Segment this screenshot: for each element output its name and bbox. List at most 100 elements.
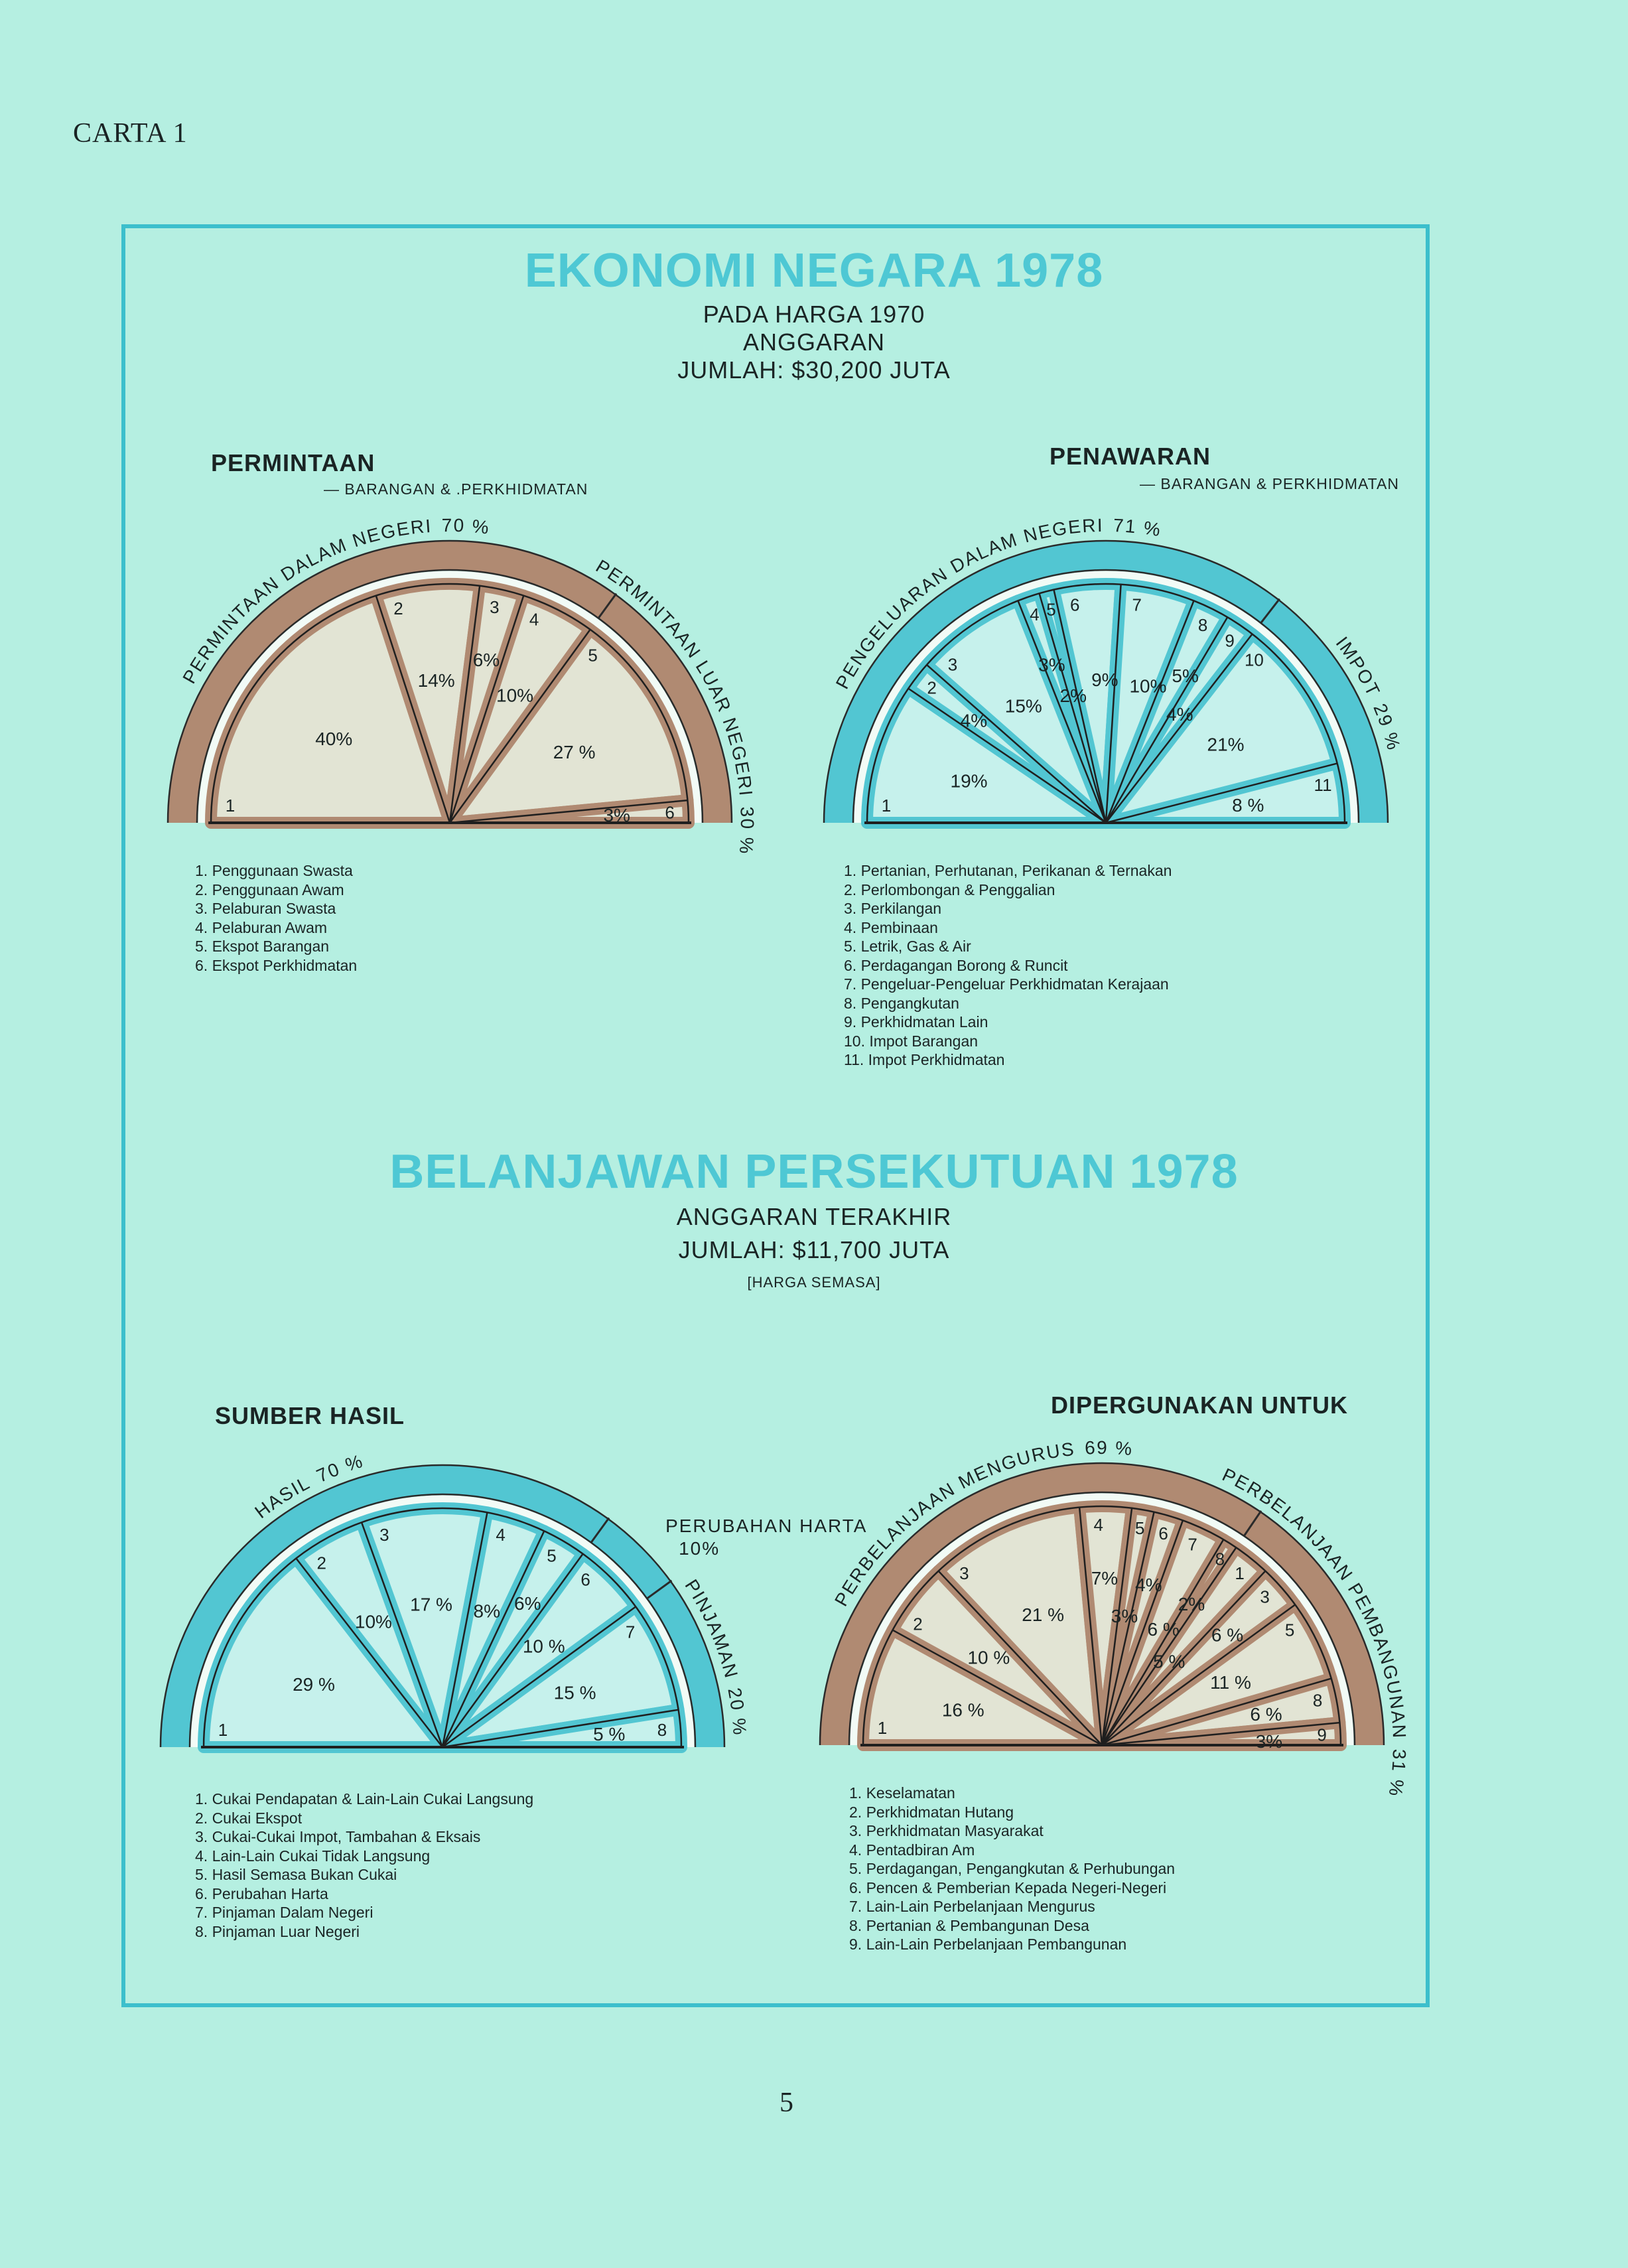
inner-arc [210, 583, 690, 823]
slice-number: 3 [379, 1525, 389, 1545]
slice-boundary [441, 1553, 584, 1748]
section1-line1: PADA HARGA 1970 [703, 301, 925, 328]
legend-item: 7. Pengeluar-Pengeluar Perkhidmatan Kera… [844, 975, 1169, 993]
group-divider [590, 1517, 610, 1543]
slice-number: 8 [657, 1720, 667, 1740]
slice-percent: 3% [1111, 1606, 1138, 1626]
legend-item: 3. Perkilangan [844, 900, 942, 917]
outer-ring [161, 1465, 724, 1748]
slice-percent: 6% [514, 1593, 541, 1614]
legend-item: 1. Pertanian, Perhutanan, Perikanan & Te… [844, 862, 1172, 879]
slice-percent: 4% [1166, 704, 1193, 725]
legend-item: 10. Impot Barangan [844, 1032, 979, 1050]
chart-subtitle-permintaan: — BARANGAN & .PERKHIDMATAN [324, 480, 588, 498]
chart-title-dipergunakan: DIPERGUNAKAN UNTUK [1051, 1391, 1348, 1419]
slice-number: 3 [959, 1563, 969, 1583]
slice-boundary [449, 799, 688, 824]
slice-percent: 6 % [1250, 1704, 1282, 1725]
slice-boundary [442, 1709, 679, 1748]
slice-boundary [1078, 1507, 1103, 1746]
slice-percent: 10% [1129, 676, 1166, 697]
slice-percent: 6% [473, 650, 500, 670]
section2-title: BELANJAWAN PERSEKUTUAN 1978 [389, 1145, 1239, 1198]
legend-item: 6. Perdagangan Borong & Runcit [844, 956, 1068, 974]
legend-item: 6. Pencen & Pemberian Kepada Negeri-Nege… [849, 1878, 1167, 1896]
slice-boundary [1105, 762, 1338, 824]
slice-number: 6 [1070, 595, 1079, 614]
legend-item: 4. Pentadbiran Am [849, 1841, 975, 1859]
legend-item: 8. Pertanian & Pembangunan Desa [849, 1916, 1089, 1934]
slice-percent: 16 % [942, 1699, 984, 1720]
section1-title: EKONOMI NEGARA 1978 [524, 244, 1104, 297]
slice-percent: 3% [1256, 1731, 1282, 1752]
legend-permintaan: 1. Penggunaan Swasta 2. Penggunaan Awam 3.… [195, 861, 357, 975]
slice-number: 1 [882, 796, 891, 815]
slice-boundary [448, 585, 481, 823]
chart-title-penawaran: PENAWARAN [1050, 443, 1211, 470]
slice-number: 4 [1094, 1515, 1103, 1535]
slice-number: 4 [496, 1525, 505, 1545]
group-percent: 70 % [442, 515, 492, 538]
legend-item: 9. Lain-Lain Perbelanjaan Pembangunan [849, 1936, 1127, 1953]
legend-item: 1. Penggunaan Swasta [195, 862, 353, 879]
slice-percent: 29 % [293, 1674, 335, 1695]
slice-percent: 5 % [1153, 1652, 1185, 1672]
legend-item: 3. Perkhidmatan Masyarakat [849, 1822, 1044, 1839]
legend-item: 2. Cukai Ekspot [195, 1809, 303, 1827]
legend-item: 9. Perkhidmatan Lain [844, 1013, 988, 1030]
slice-percent: 2% [1060, 685, 1087, 706]
slice-percent: 27 % [553, 742, 596, 762]
group-divider [1260, 598, 1280, 624]
white-gap [854, 571, 1358, 823]
slice-boundary [1101, 1547, 1237, 1746]
chart-frame [121, 224, 1430, 2007]
inner-arc [866, 583, 1346, 823]
slice-percent: 17 % [410, 1595, 452, 1615]
group-percent: 31 % [1385, 1748, 1410, 1798]
slice-number: 2 [927, 678, 936, 698]
slice-number: 8 [1313, 1691, 1322, 1711]
white-gap [850, 1493, 1354, 1746]
slice-number: 5 [547, 1546, 556, 1566]
slice-percent: 6 % [1148, 1619, 1180, 1640]
slice-number: 4 [1030, 604, 1039, 624]
slice-boundary [1105, 584, 1122, 823]
page-number: 5 [780, 2088, 793, 2118]
group-divider [1243, 1510, 1262, 1537]
slice-percent: 11 % [1210, 1672, 1251, 1693]
section2-total: JUMLAH: $11,700 JUTA [678, 1236, 950, 1263]
chart-title-permintaan: PERMINTAAN [211, 449, 375, 476]
legend-item: 5. Letrik, Gas & Air [844, 938, 971, 955]
section2-note: [HARGA SEMASA] [747, 1274, 881, 1291]
legend-item: 2. Perlombongan & Penggalian [844, 881, 1055, 898]
slice-percent: 8 % [1232, 795, 1264, 815]
legend-item: 8. Pinjaman Luar Negeri [195, 1922, 360, 1940]
slice-boundary [360, 1522, 444, 1748]
ring-edge [196, 569, 704, 823]
slice-boundary [1101, 1604, 1296, 1746]
group-percent: 20 % [724, 1686, 750, 1736]
slice-percent: 9% [1091, 670, 1118, 690]
slice-number: 7 [626, 1622, 635, 1642]
legend-item: 4. Lain-Lain Cukai Tidak Langsung [195, 1847, 431, 1865]
slice-number: 1 [1235, 1563, 1244, 1583]
slice-boundary [441, 1530, 545, 1748]
slice-number: 3 [490, 597, 499, 617]
chart-dipergunakan: PERBELANJAAN MENGURUS 69 %PERBELANJAAN PE… [819, 1437, 1408, 1799]
legend-item: 3. Cukai-Cukai Impot, Tambahan & Eksais [195, 1828, 481, 1845]
ring-edge [188, 1493, 697, 1748]
legend-item: 4. Pelaburan Awam [195, 918, 328, 936]
slice-boundary [1053, 589, 1107, 823]
slice-boundary [442, 1606, 636, 1748]
slice-percent: 4% [1135, 1575, 1162, 1595]
slice-number: 10 [1245, 650, 1264, 670]
ring-edge [159, 1464, 726, 1748]
legend-item: 5. Ekspot Barangan [195, 938, 330, 955]
slice-boundary [295, 1557, 443, 1748]
slice-percent: 10% [496, 685, 533, 706]
inner-arc [862, 1505, 1342, 1746]
group-label: PERUBAHAN HARTA 10% [665, 1516, 867, 1559]
slice-boundary [448, 595, 525, 823]
section1-line2: ANGGARAN [742, 328, 886, 356]
ring-edge [819, 1462, 1385, 1746]
